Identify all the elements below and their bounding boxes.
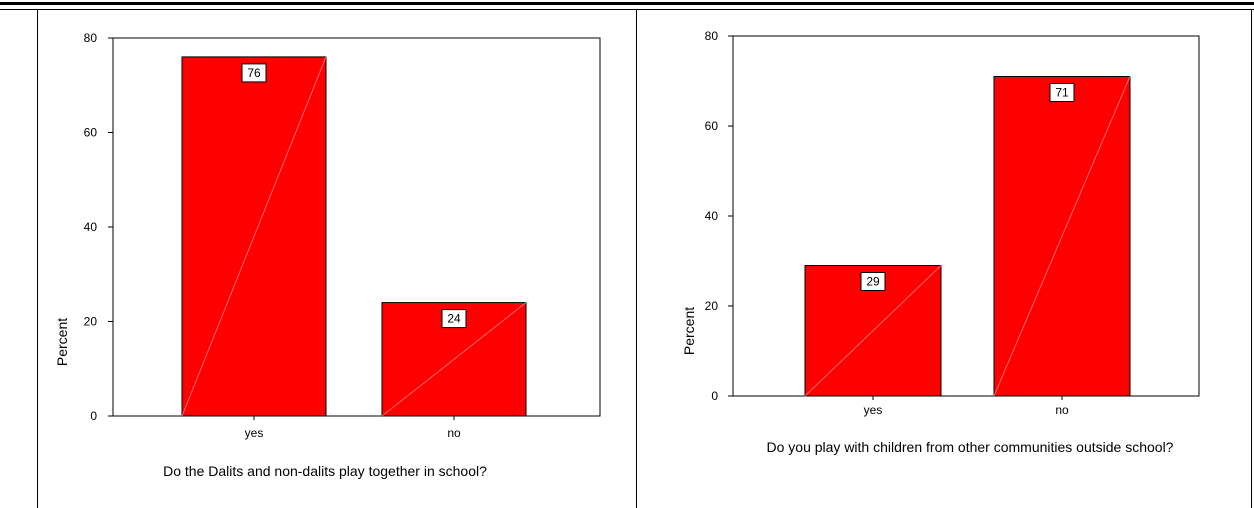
chart2-value-box-yes: [860, 272, 886, 291]
chart1-ytick-label-0: 0: [90, 409, 97, 423]
chart1-ytick-label-80: 80: [84, 31, 98, 45]
chart1-bar-shade-no: [381, 302, 527, 417]
top-thin-rule: [0, 9, 1254, 10]
chart1-ytick-label-20: 20: [84, 315, 98, 329]
chart2-value-label-yes: 29: [866, 275, 880, 289]
chart1-value-box-no: [441, 309, 467, 329]
chart1-caption: Do the Dalits and non-dalits play togeth…: [163, 463, 487, 479]
chart2-category-label-yes: yes: [864, 403, 883, 417]
left-border: [37, 10, 38, 508]
chart1-category-label-no: no: [447, 426, 461, 440]
chart2-bar-shade-yes: [804, 265, 942, 397]
top-thick-rule: [0, 2, 1254, 5]
chart1-ytick-label-40: 40: [84, 220, 98, 234]
chart2-bar-shade-no: [993, 76, 1131, 397]
chart2-ytick-label-80: 80: [705, 29, 719, 43]
center-divider: [636, 10, 637, 508]
chart1-category-label-yes: yes: [245, 426, 264, 440]
chart2-ytick-label-40: 40: [705, 209, 719, 223]
chart1-ytick-label-60: 60: [84, 126, 98, 140]
chart2-category-label-no: no: [1055, 403, 1069, 417]
chart1-bar-shade-yes: [181, 56, 327, 417]
chart1-value-label-yes: 76: [247, 66, 261, 80]
chart2-value-box-no: [1049, 83, 1075, 102]
chart1-ylabel: Percent: [54, 318, 70, 366]
chart2-ytick-label-0: 0: [711, 389, 718, 403]
chart2-ylabel: Percent: [681, 307, 697, 355]
chart1-value-label-no: 24: [447, 312, 461, 326]
right-border: [1251, 10, 1252, 508]
chart2-ytick-label-60: 60: [705, 119, 719, 133]
chart1-value-box-yes: [241, 63, 267, 83]
chart2-value-label-no: 71: [1055, 86, 1069, 100]
chart2-ytick-label-20: 20: [705, 299, 719, 313]
chart2-caption: Do you play with children from other com…: [767, 439, 1174, 455]
